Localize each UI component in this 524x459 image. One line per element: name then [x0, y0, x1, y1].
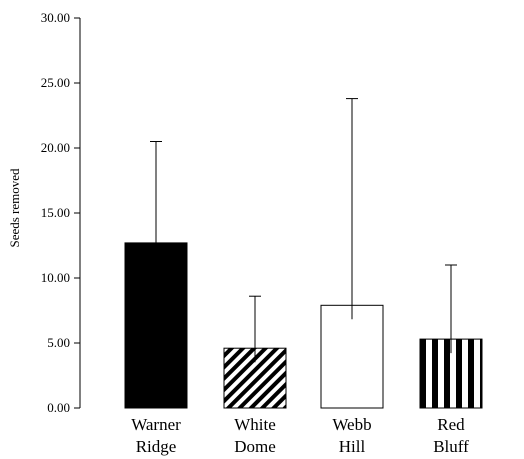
x-tick-label: Webb	[332, 415, 371, 434]
bar-warner-ridge	[124, 242, 188, 409]
x-tick-label: White	[234, 415, 276, 434]
bar-webb-hill	[320, 304, 384, 409]
x-tick-label: Dome	[234, 437, 276, 456]
x-tick-label: Red	[437, 415, 465, 434]
y-tick-label: 0.00	[47, 400, 70, 415]
y-tick-label: 30.00	[41, 10, 70, 25]
y-tick-label: 20.00	[41, 140, 70, 155]
y-tick-label: 10.00	[41, 270, 70, 285]
y-tick-label: 15.00	[41, 205, 70, 220]
y-tick-label: 25.00	[41, 75, 70, 90]
y-tick-label: 5.00	[47, 335, 70, 350]
y-axis: 0.00 5.00 10.00 15.00 20.00 25.00 30.00	[41, 10, 81, 415]
x-tick-label: Hill	[339, 437, 366, 456]
x-tick-label: Warner	[131, 415, 181, 434]
bars	[124, 98, 483, 409]
x-tick-label: Bluff	[433, 437, 469, 456]
category-labels: Warner Ridge White Dome Webb Hill Red Bluff	[131, 415, 469, 456]
x-tick-label: Ridge	[136, 437, 177, 456]
y-axis-title: Seeds removed	[7, 168, 22, 248]
